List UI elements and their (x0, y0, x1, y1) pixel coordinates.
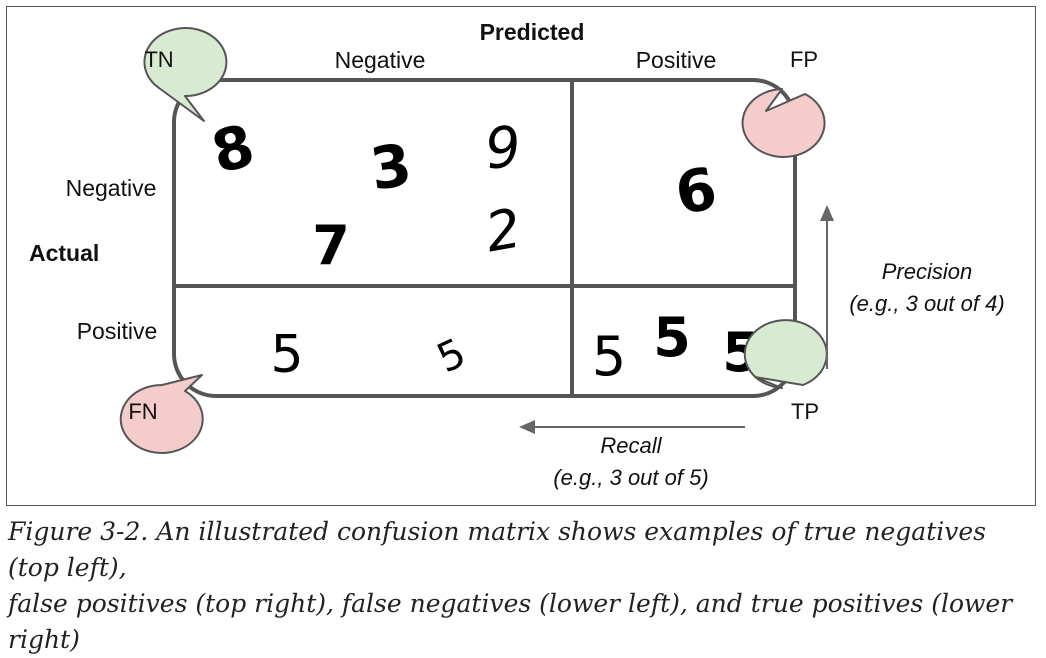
column-label-negative: Negative (335, 47, 426, 73)
bubble-fn-label: FN (128, 399, 157, 424)
digit: 2 (481, 196, 526, 264)
precision-arrow (820, 205, 834, 369)
figure-frame: Predicted Negative Positive Actual Negat… (6, 6, 1036, 506)
bubble-fp-shape (741, 88, 826, 158)
bubble-tp-label: TP (791, 399, 819, 424)
cell-false-negatives: 5 5 (270, 325, 472, 385)
precision-example: (e.g., 3 out of 4) (849, 291, 1004, 316)
bubble-fp-label: FP (790, 47, 818, 72)
recall-arrow (519, 420, 745, 434)
row-label-positive: Positive (77, 318, 158, 344)
digit: 7 (312, 214, 350, 277)
digit: 5 (430, 330, 473, 382)
cell-true-positives: 5 5 5 (592, 306, 760, 388)
actual-heading: Actual (29, 240, 99, 266)
bubble-tn-label: TN (144, 47, 173, 72)
precision-title: Precision (882, 259, 972, 284)
caption-line-1: Figure 3-2. An illustrated confusion mat… (8, 517, 987, 582)
column-label-positive: Positive (636, 47, 717, 73)
cell-false-positives: 6 (670, 154, 722, 228)
caption-line-2: false positives (top right), false negat… (8, 589, 1013, 654)
bubble-tn-shape (143, 27, 228, 122)
digit: 6 (670, 154, 722, 228)
digit: 5 (653, 306, 691, 369)
bubble-tp: TP (743, 319, 828, 424)
cell-true-negatives: 8 3 9 7 2 (205, 111, 525, 277)
precision-arrow-head (820, 205, 834, 221)
predicted-heading: Predicted (480, 19, 585, 45)
recall-example: (e.g., 3 out of 5) (553, 465, 708, 490)
digit: 5 (592, 325, 626, 388)
matrix-box (172, 78, 797, 398)
bubble-fp: FP (741, 47, 826, 158)
digit: 9 (482, 114, 524, 182)
confusion-matrix-diagram: Predicted Negative Positive Actual Negat… (29, 19, 1005, 490)
digit: 3 (366, 131, 415, 204)
digit: 5 (270, 325, 303, 385)
bubble-fn-shape (119, 374, 204, 454)
row-label-negative: Negative (66, 175, 157, 201)
bubble-tn: TN (143, 27, 228, 122)
recall-arrow-head (519, 420, 535, 434)
bubble-fn: FN (119, 374, 204, 454)
recall-title: Recall (600, 433, 662, 458)
digit: 8 (205, 111, 261, 187)
bubble-tp-shape (743, 319, 828, 389)
figure-caption: Figure 3-2. An illustrated confusion mat… (8, 514, 1038, 658)
